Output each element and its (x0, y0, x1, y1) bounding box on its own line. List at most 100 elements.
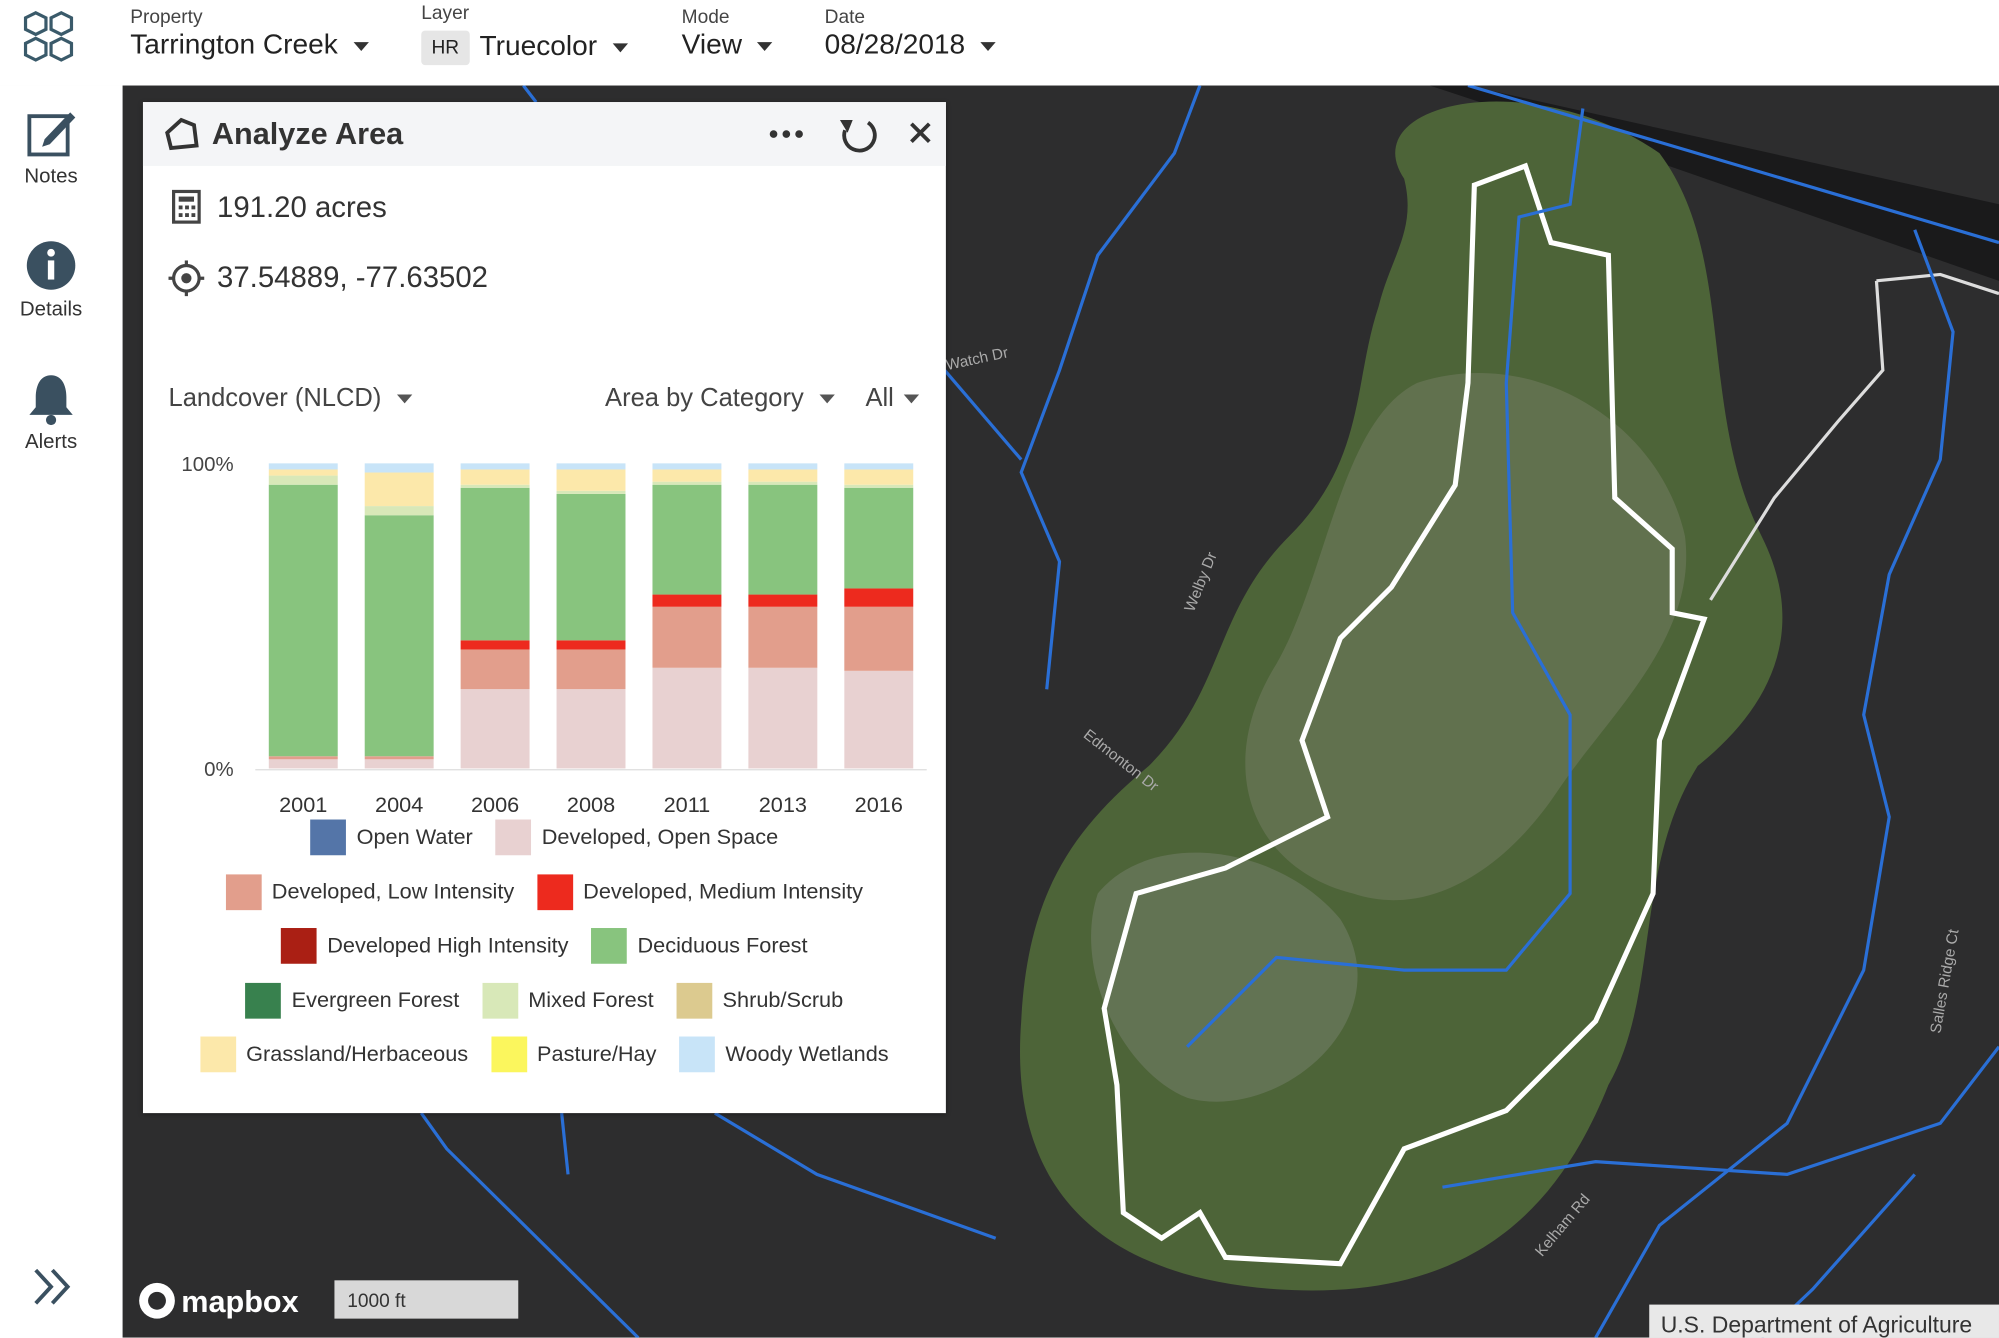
bar-segment (460, 463, 530, 470)
bar-segment (844, 463, 914, 470)
bar-segment (652, 667, 722, 769)
legend-item[interactable]: Open Water (310, 819, 473, 856)
metric-dropdown[interactable]: Area by Category (605, 384, 835, 413)
property-boundary (1101, 162, 1708, 1267)
bar-segment (652, 484, 722, 595)
more-button[interactable] (769, 130, 803, 138)
legend-item[interactable]: Woody Wetlands (679, 1036, 889, 1073)
bar-segment (748, 469, 818, 482)
bar-segment (652, 594, 722, 607)
bar-segment (460, 487, 530, 641)
date-selector[interactable]: Date 08/28/2018 (825, 6, 996, 61)
bar-segment (460, 689, 530, 769)
layer-selector[interactable]: Layer HR Truecolor (421, 3, 628, 65)
bar-segment (844, 487, 914, 589)
imagery-developed (1245, 372, 1687, 901)
parcel-line (1709, 272, 1999, 601)
legend-item[interactable]: Developed, Low Intensity (225, 873, 514, 910)
panel-title: Analyze Area (211, 117, 404, 152)
coordinates-text: 37.54889, -77.63502 (217, 260, 489, 294)
bar-segment (268, 469, 338, 476)
bar-segment (460, 469, 530, 485)
alerts-icon (29, 375, 73, 426)
caret (612, 43, 628, 52)
bar-segment (556, 689, 626, 769)
legend-swatch (245, 982, 282, 1019)
filter-dropdown[interactable]: All (865, 384, 920, 413)
legend-label: Developed, Open Space (541, 824, 779, 849)
attribution[interactable]: U.S. Department of Agriculture (1661, 1312, 1973, 1338)
streams (419, 85, 1999, 1338)
legend-item[interactable]: Evergreen Forest (245, 982, 459, 1019)
legend-item[interactable]: Shrub/Scrub (676, 982, 844, 1019)
alerts-button[interactable]: Alerts (0, 371, 102, 454)
field-label: Property (130, 6, 203, 29)
imagery-developed (1091, 852, 1358, 1102)
chart: 0% 100% 2001 2004 2006 2008 2011 2013 2016 (181, 454, 927, 817)
x-tick-label: 2004 (375, 792, 423, 817)
field-text: View (681, 28, 743, 60)
caret (980, 41, 996, 51)
legend-label: Shrub/Scrub (722, 987, 844, 1012)
mode-selector[interactable]: Mode View (682, 6, 773, 61)
y-tick-label: 0% (204, 759, 234, 781)
legend-item[interactable]: Mixed Forest (482, 982, 654, 1019)
bar-segment (364, 463, 434, 473)
notes-button[interactable]: Notes (0, 106, 102, 189)
legend-swatch (482, 982, 518, 1019)
caret (353, 41, 369, 51)
x-tick-label: 2001 (279, 792, 327, 817)
legend-row: Grassland/Herbaceous Pasture/Hay Woody Wet… (143, 1036, 946, 1073)
legend-item[interactable]: Developed, Open Space (495, 819, 779, 856)
legend-item[interactable]: Developed, Medium Intensity (537, 873, 863, 910)
attribution-box (1649, 1304, 1999, 1338)
bar-segment (460, 484, 530, 488)
dataset-dropdown[interactable]: Landcover (NLCD) (168, 384, 412, 413)
x-tick-label: 2016 (855, 792, 903, 817)
details-button[interactable]: Details (0, 239, 102, 322)
x-tick-label: 2011 (664, 792, 711, 817)
bar-segment (364, 515, 434, 757)
bar-segment (652, 481, 722, 485)
sidebar-label: Details (19, 298, 83, 321)
mapbox-logo[interactable]: mapbox (181, 1285, 298, 1319)
legend-swatch (281, 928, 318, 964)
bar-segment (844, 670, 914, 769)
legend-item[interactable]: Grassland/Herbaceous (200, 1036, 469, 1073)
field-value: Tarrington Creek (130, 28, 369, 61)
bar-segment (556, 640, 626, 650)
legend-label: Developed High Intensity (327, 933, 569, 958)
y-tick-label: 100% (181, 454, 233, 476)
refresh-button[interactable] (839, 119, 877, 153)
bar-segment (652, 469, 722, 482)
legend-item[interactable]: Pasture/Hay (491, 1036, 656, 1073)
expand-button[interactable] (31, 1265, 74, 1308)
bar-segment (268, 759, 338, 769)
legend-label: Deciduous Forest (637, 933, 808, 958)
bar-segment (364, 759, 434, 769)
legend-swatch (225, 873, 262, 910)
bar-segment (748, 594, 818, 607)
legend-label: Grassland/Herbaceous (246, 1041, 469, 1066)
property-selector[interactable]: Property Tarrington Creek (130, 6, 369, 61)
legend-item[interactable]: Developed High Intensity (281, 928, 569, 964)
bar-segment (844, 588, 914, 607)
dropdown-text: All (865, 384, 894, 413)
bar-segment (844, 606, 914, 671)
legend-row: Developed, Low Intensity Developed, Mediu… (143, 873, 946, 910)
bar-segment (556, 469, 626, 491)
legend-swatch (679, 1036, 716, 1073)
legend-swatch (676, 982, 713, 1019)
bar-segment (556, 463, 626, 470)
close-button[interactable] (910, 122, 931, 144)
sidebar: Notes Details Alerts (0, 85, 123, 1338)
legend-swatch (491, 1036, 527, 1073)
logo[interactable] (18, 10, 84, 64)
legend-item[interactable]: Deciduous Forest (591, 928, 808, 964)
bar-segment (748, 481, 818, 485)
x-tick-label: 2006 (471, 792, 519, 817)
dropdown-text: Area by Category (605, 384, 804, 413)
bar-segment (460, 649, 530, 690)
legend-row: Open Water Developed, Open Space (143, 819, 946, 856)
